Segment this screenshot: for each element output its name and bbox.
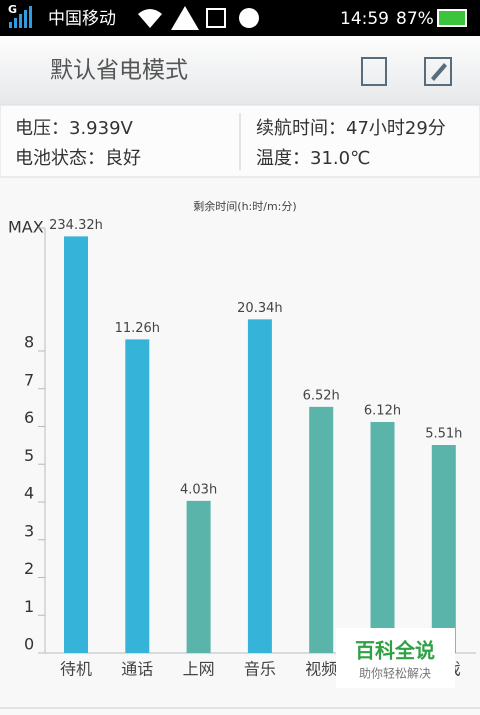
value-label: 6.12h: [364, 403, 401, 418]
battery-percent: 87%: [396, 9, 434, 29]
bar: [431, 444, 456, 653]
temperature: 温度：31.0℃: [256, 148, 370, 169]
voltage: 电压：3.939V: [15, 118, 134, 139]
network-type: G: [8, 3, 17, 16]
value-label: 20.34h: [237, 301, 282, 316]
bar: [309, 406, 334, 653]
y-tick-label: 1: [24, 597, 34, 616]
bar: [247, 319, 272, 653]
x-tick-label: 视频: [305, 660, 337, 679]
value-label: 5.51h: [425, 426, 462, 441]
image-icon: [206, 8, 226, 28]
x-tick-label: 音乐: [244, 660, 276, 679]
value-label: 4.03h: [180, 482, 217, 497]
watermark-title: 百科全说: [355, 639, 435, 663]
bar: [370, 421, 395, 653]
y-tick-label: 0: [24, 635, 34, 654]
wifi-icon: [138, 9, 162, 28]
y-tick-label: 7: [24, 370, 34, 389]
y-tick-label: 5: [24, 446, 34, 465]
disc-icon: [239, 8, 259, 28]
warning-icon: [171, 6, 199, 30]
y-tick-label: 6: [24, 408, 34, 427]
x-tick-label: 通话: [121, 660, 153, 679]
edit-pencil: [431, 63, 447, 81]
value-label: 11.26h: [115, 321, 160, 336]
bar: [186, 500, 211, 653]
watermark-subtitle: 助你轻松解决: [359, 667, 431, 681]
header: [0, 36, 480, 105]
signal-icon: [9, 6, 32, 28]
y-tick-label: 2: [24, 559, 34, 578]
y-tick-label: 3: [24, 521, 34, 540]
watermark-box: [336, 628, 455, 688]
chart-subtitle: 剩余时间(h:时/m:分): [193, 199, 296, 213]
y-tick-label: 4: [24, 484, 34, 503]
copy-button[interactable]: [361, 57, 387, 86]
endurance: 续航时间：47小时29分: [256, 118, 446, 139]
carrier: 中国移动: [48, 9, 116, 29]
header-title: 默认省电模式: [50, 58, 188, 84]
x-tick-label: 待机: [60, 660, 92, 679]
bar: [64, 236, 88, 653]
x-tick-label: 上网: [183, 660, 215, 679]
value-label: 234.32h: [49, 218, 103, 233]
edit-button[interactable]: [424, 57, 452, 86]
battery-icon: [437, 9, 467, 27]
y-tick-label: MAX: [8, 218, 44, 237]
y-tick-label: 8: [24, 333, 34, 352]
battery-state: 电池状态：良好: [15, 148, 141, 169]
value-label: 6.52h: [303, 388, 340, 403]
bar: [125, 339, 150, 653]
clock: 14:59: [340, 9, 389, 29]
